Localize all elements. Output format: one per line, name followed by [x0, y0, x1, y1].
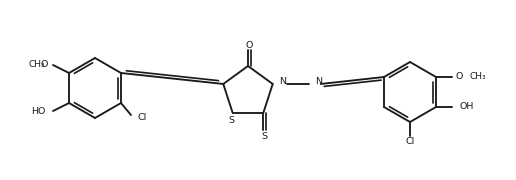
Text: OH: OH	[460, 102, 474, 111]
Text: O: O	[246, 40, 253, 50]
Text: CH₃: CH₃	[470, 71, 487, 80]
Text: Cl: Cl	[406, 138, 415, 147]
Text: Cl: Cl	[138, 112, 147, 122]
Text: O: O	[41, 60, 48, 69]
Text: HO: HO	[30, 107, 45, 116]
Text: CH₃: CH₃	[29, 60, 45, 69]
Text: N: N	[315, 77, 322, 86]
Text: O: O	[456, 71, 463, 80]
Text: S: S	[229, 116, 235, 125]
Text: N: N	[279, 77, 286, 86]
Text: S: S	[262, 132, 268, 141]
